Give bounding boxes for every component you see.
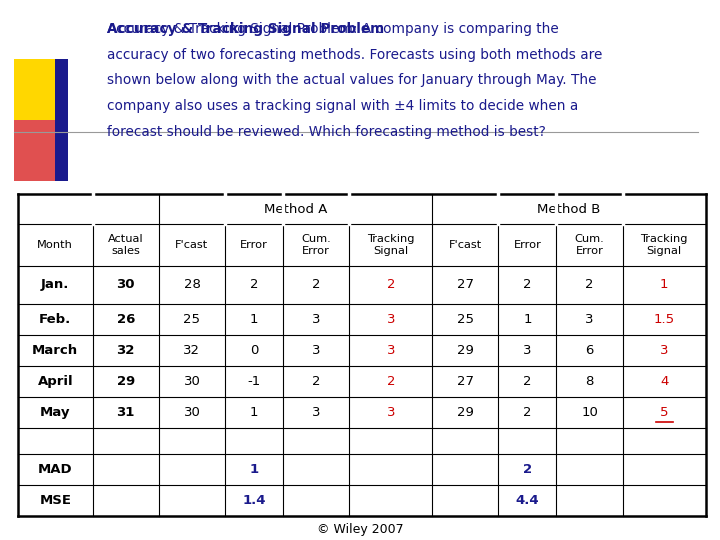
Text: 3: 3 bbox=[660, 343, 668, 356]
Text: F'cast: F'cast bbox=[449, 240, 482, 250]
Text: 2: 2 bbox=[312, 279, 320, 292]
Text: MAD: MAD bbox=[38, 463, 73, 476]
Text: 2: 2 bbox=[523, 463, 532, 476]
Text: Actual
sales: Actual sales bbox=[108, 234, 143, 256]
Text: 2: 2 bbox=[585, 279, 594, 292]
Text: 27: 27 bbox=[457, 279, 474, 292]
Text: Feb.: Feb. bbox=[39, 313, 71, 326]
Text: 4: 4 bbox=[660, 375, 668, 388]
Text: 2: 2 bbox=[523, 375, 532, 388]
Text: Cum.
Error: Cum. Error bbox=[302, 234, 331, 256]
Text: 32: 32 bbox=[184, 343, 200, 356]
Text: 2: 2 bbox=[387, 279, 395, 292]
Text: Accuracy & Tracking Signal Problem: Accuracy & Tracking Signal Problem bbox=[107, 22, 384, 36]
Text: 25: 25 bbox=[184, 313, 200, 326]
Text: 29: 29 bbox=[457, 406, 474, 419]
Text: 1: 1 bbox=[250, 463, 258, 476]
Text: Tracking
Signal: Tracking Signal bbox=[640, 234, 688, 256]
Text: 3: 3 bbox=[312, 406, 320, 419]
Text: 3: 3 bbox=[387, 313, 395, 326]
Text: Error: Error bbox=[240, 240, 268, 250]
Text: Method A: Method A bbox=[264, 202, 327, 215]
Text: 3: 3 bbox=[312, 313, 320, 326]
Text: 6: 6 bbox=[585, 343, 594, 356]
Text: 3: 3 bbox=[312, 343, 320, 356]
Text: F'cast: F'cast bbox=[176, 240, 209, 250]
Text: © Wiley 2007: © Wiley 2007 bbox=[317, 523, 403, 536]
Text: Month: Month bbox=[37, 240, 73, 250]
Text: Jan.: Jan. bbox=[41, 279, 69, 292]
Text: 1.4: 1.4 bbox=[243, 494, 266, 507]
Text: March: March bbox=[32, 343, 78, 356]
Text: 2: 2 bbox=[312, 375, 320, 388]
Text: 4.4: 4.4 bbox=[516, 494, 539, 507]
Text: 27: 27 bbox=[457, 375, 474, 388]
Text: 28: 28 bbox=[184, 279, 200, 292]
Text: 2: 2 bbox=[523, 279, 532, 292]
Text: 3: 3 bbox=[585, 313, 594, 326]
Text: forecast should be reviewed. Which forecasting method is best?: forecast should be reviewed. Which forec… bbox=[107, 125, 546, 139]
Text: 0: 0 bbox=[250, 343, 258, 356]
Text: 1.5: 1.5 bbox=[654, 313, 675, 326]
Text: 2: 2 bbox=[250, 279, 258, 292]
Text: 30: 30 bbox=[184, 375, 200, 388]
Text: Method B: Method B bbox=[537, 202, 600, 215]
Text: 3: 3 bbox=[523, 343, 532, 356]
Text: 1: 1 bbox=[523, 313, 532, 326]
Text: 26: 26 bbox=[117, 313, 135, 326]
Text: April: April bbox=[37, 375, 73, 388]
Text: 1: 1 bbox=[250, 406, 258, 419]
Text: 25: 25 bbox=[457, 313, 474, 326]
Text: 2: 2 bbox=[387, 375, 395, 388]
Text: 1: 1 bbox=[660, 279, 668, 292]
Text: 5: 5 bbox=[660, 406, 668, 419]
Text: 29: 29 bbox=[457, 343, 474, 356]
Text: 31: 31 bbox=[117, 406, 135, 419]
Text: 3: 3 bbox=[387, 343, 395, 356]
Text: 30: 30 bbox=[184, 406, 200, 419]
Text: 8: 8 bbox=[585, 375, 594, 388]
Text: 3: 3 bbox=[387, 406, 395, 419]
Text: 1: 1 bbox=[250, 313, 258, 326]
Text: 2: 2 bbox=[523, 406, 532, 419]
Text: Accuracy & Tracking Signal Problem: A company is comparing the: Accuracy & Tracking Signal Problem: A co… bbox=[107, 22, 558, 36]
Text: accuracy of two forecasting methods. Forecasts using both methods are: accuracy of two forecasting methods. For… bbox=[107, 48, 602, 62]
Text: -1: -1 bbox=[248, 375, 261, 388]
Text: 30: 30 bbox=[117, 279, 135, 292]
Text: 29: 29 bbox=[117, 375, 135, 388]
Text: 32: 32 bbox=[117, 343, 135, 356]
Text: Tracking
Signal: Tracking Signal bbox=[367, 234, 415, 256]
Text: Cum.
Error: Cum. Error bbox=[575, 234, 605, 256]
Text: May: May bbox=[40, 406, 71, 419]
Text: Error: Error bbox=[513, 240, 541, 250]
Text: company also uses a tracking signal with ±4 limits to decide when a: company also uses a tracking signal with… bbox=[107, 99, 578, 113]
Text: 10: 10 bbox=[581, 406, 598, 419]
Text: shown below along with the actual values for January through May. The: shown below along with the actual values… bbox=[107, 73, 596, 87]
Text: MSE: MSE bbox=[40, 494, 71, 507]
